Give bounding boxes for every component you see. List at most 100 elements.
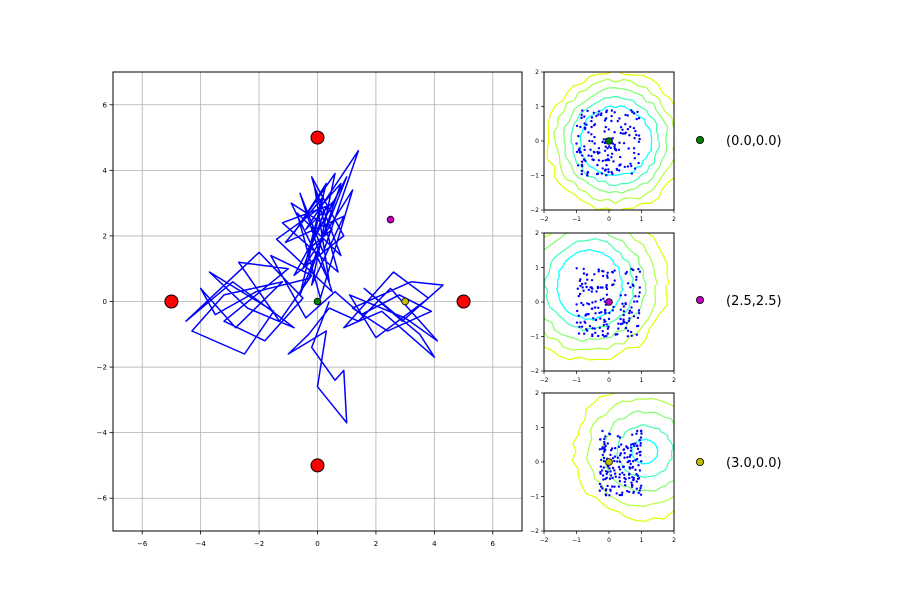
x-tick-label: −2	[540, 377, 549, 384]
legend-label-1: (2.5,2.5)	[726, 294, 782, 309]
sample-point	[606, 147, 609, 150]
sample-point	[637, 117, 641, 120]
sample-point	[604, 448, 607, 452]
sample-point	[626, 282, 630, 285]
sample-point	[591, 158, 594, 161]
sample-point	[627, 319, 631, 323]
center-markers	[313, 215, 409, 306]
sample-point	[586, 171, 589, 175]
sample-point	[606, 271, 609, 274]
sample-point	[626, 114, 629, 117]
sample-point	[590, 307, 594, 310]
sample-point	[633, 300, 636, 303]
sample-point	[638, 469, 642, 472]
sample-point	[594, 318, 598, 322]
y-tick-label: −1	[530, 334, 539, 341]
sample-point	[640, 460, 643, 463]
sample-point	[613, 269, 616, 272]
sample-point	[597, 110, 601, 113]
sample-point	[603, 446, 606, 449]
sample-point	[639, 436, 643, 439]
sample-point	[630, 311, 633, 314]
subplot-1: −2−2 −1 −1 0 0 1 1 2 2	[530, 230, 676, 384]
sample-point	[626, 165, 630, 168]
sample-point	[624, 302, 627, 305]
sample-point	[593, 135, 596, 139]
sample-point	[599, 317, 602, 320]
sample-point	[621, 465, 625, 468]
y-tick-label: 0	[535, 138, 539, 145]
sample-point	[611, 283, 614, 287]
sample-point	[605, 285, 608, 289]
sample-point	[619, 317, 622, 321]
sample-point	[605, 109, 608, 112]
sample-point	[575, 303, 578, 306]
sample-point	[631, 476, 634, 479]
subplot-center-marker	[605, 137, 613, 145]
sample-point	[634, 459, 637, 462]
sample-point	[578, 325, 581, 329]
sample-point	[581, 286, 584, 289]
sample-point	[589, 148, 592, 151]
sample-point	[628, 460, 631, 463]
sample-point	[601, 487, 604, 490]
sample-point	[619, 493, 622, 497]
sample-point	[617, 148, 621, 151]
sample-point	[583, 320, 586, 323]
sample-point	[580, 169, 584, 173]
sample-point	[634, 129, 637, 133]
sample-point	[636, 429, 639, 433]
sample-point	[627, 147, 630, 150]
sample-point	[631, 433, 634, 436]
contour-line	[585, 397, 674, 507]
sample-point	[618, 436, 622, 439]
sample-point	[616, 435, 620, 438]
sample-point	[606, 332, 609, 335]
y-tick-label: −6	[97, 495, 108, 503]
sample-point	[630, 172, 633, 175]
sample-point	[598, 326, 601, 329]
sample-point	[600, 447, 604, 450]
sample-point	[638, 286, 641, 289]
sample-point	[583, 122, 586, 125]
sample-point	[579, 278, 582, 281]
sample-point	[596, 286, 600, 290]
sample-point	[601, 333, 604, 337]
sample-point	[577, 134, 580, 138]
sample-point	[637, 491, 640, 495]
sample-point	[631, 110, 634, 114]
sample-point	[593, 306, 597, 309]
sample-point	[621, 132, 625, 135]
sample-point	[637, 153, 640, 156]
sample-point	[605, 488, 608, 491]
sample-point	[611, 457, 615, 460]
sample-point	[598, 489, 601, 492]
sample-point	[597, 152, 600, 155]
sample-point	[583, 145, 586, 148]
x-tick-label: 1	[640, 377, 644, 384]
y-tick-label: 0	[103, 298, 107, 306]
sample-point	[586, 302, 589, 305]
sample-point	[577, 294, 580, 298]
sample-point	[604, 125, 607, 129]
sample-point	[591, 327, 594, 330]
x-tick-label: −2	[540, 537, 549, 544]
sample-point	[632, 478, 635, 482]
sample-point	[601, 167, 604, 170]
sample-point	[605, 334, 608, 338]
sample-point	[605, 472, 608, 476]
sample-point	[624, 113, 627, 117]
sample-point	[590, 154, 593, 158]
contour-lines	[571, 393, 674, 523]
sample-point	[629, 286, 632, 289]
sample-point	[600, 458, 603, 462]
sample-point	[626, 456, 629, 459]
sample-point	[632, 147, 636, 150]
sample-point	[604, 320, 607, 323]
sample-point	[611, 142, 615, 145]
sample-point	[603, 440, 606, 444]
sample-point	[636, 316, 640, 320]
sample-point	[579, 321, 582, 324]
sample-point	[633, 151, 636, 155]
sample-point	[602, 478, 605, 481]
